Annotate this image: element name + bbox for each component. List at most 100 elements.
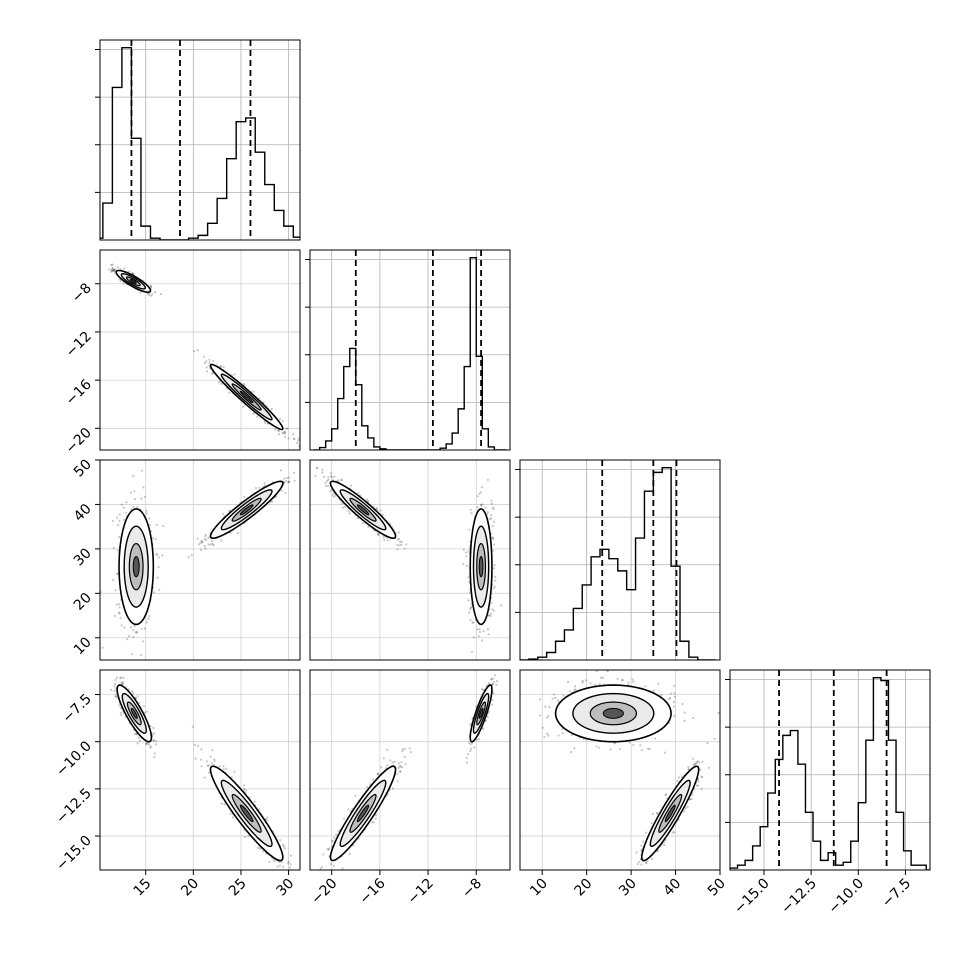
panel-frame xyxy=(99,39,301,241)
scatter-point xyxy=(110,269,113,272)
scatter-point xyxy=(140,469,143,472)
scatter-point xyxy=(201,541,204,544)
scatter-point xyxy=(143,627,146,630)
scatter-point xyxy=(293,438,296,441)
panel-frame xyxy=(519,459,721,661)
scatter-point xyxy=(187,556,190,559)
scatter-point xyxy=(196,537,199,540)
scatter-point xyxy=(397,537,400,541)
scatter-point xyxy=(472,621,475,624)
scatter-point xyxy=(243,495,246,498)
scatter-point xyxy=(116,549,119,552)
scatter-point xyxy=(207,771,210,774)
scatter-point xyxy=(343,505,347,509)
scatter-point xyxy=(211,749,214,752)
scatter-point xyxy=(211,540,214,543)
scatter-point xyxy=(137,736,141,739)
scatter-point xyxy=(200,765,203,768)
scatter-point xyxy=(252,412,255,415)
scatter-point xyxy=(122,676,125,679)
scatter-point xyxy=(356,517,359,520)
scatter-point xyxy=(153,739,156,742)
scatter-point xyxy=(148,615,151,618)
scatter-point xyxy=(288,476,291,479)
scatter-point xyxy=(153,732,156,735)
scatter-point xyxy=(120,682,123,685)
scatter-point xyxy=(222,366,225,369)
scatter-point xyxy=(149,524,152,527)
scatter-point xyxy=(468,611,471,614)
scatter-point xyxy=(284,435,287,438)
scatter-point xyxy=(493,585,496,588)
scatter-point xyxy=(101,646,104,649)
scatter-point xyxy=(135,631,138,634)
scatter-point xyxy=(278,860,281,864)
scatter-point xyxy=(199,541,202,544)
scatter-point xyxy=(329,475,333,478)
scatter-panel-1-0 xyxy=(95,249,301,451)
scatter-point xyxy=(158,589,161,592)
scatter-point xyxy=(241,405,245,408)
scatter-point xyxy=(270,407,273,411)
scatter-point xyxy=(115,603,118,606)
scatter-point xyxy=(162,525,165,528)
scatter-point xyxy=(283,430,286,433)
scatter-point xyxy=(145,743,148,746)
scatter-point xyxy=(277,429,280,432)
scatter-point xyxy=(282,843,285,847)
scatter-point xyxy=(283,477,286,480)
scatter-point xyxy=(148,293,151,297)
scatter-point xyxy=(281,432,284,435)
density-contour xyxy=(130,707,138,719)
scatter-point xyxy=(329,490,332,493)
scatter-point xyxy=(200,748,203,751)
scatter-point xyxy=(314,474,317,477)
scatter-point xyxy=(231,816,234,819)
scatter-point xyxy=(283,847,286,850)
scatter-point xyxy=(204,533,207,536)
scatter-point xyxy=(331,494,334,497)
scatter-point xyxy=(243,784,246,787)
scatter-point xyxy=(282,845,285,848)
scatter-point xyxy=(132,629,135,632)
scatter-point xyxy=(280,860,283,864)
scatter-point xyxy=(220,802,223,805)
scatter-point xyxy=(288,480,291,484)
scatter-point xyxy=(340,502,343,505)
scatter-point xyxy=(476,506,479,509)
scatter-point xyxy=(140,627,143,630)
scatter-point xyxy=(490,502,493,505)
scatter-point xyxy=(245,789,248,792)
scatter-point xyxy=(289,863,292,866)
scatter-point xyxy=(366,500,369,503)
scatter-point xyxy=(465,555,468,558)
scatter-point xyxy=(120,624,123,627)
density-contour xyxy=(132,556,140,578)
scatter-point xyxy=(211,372,214,375)
scatter-point xyxy=(396,543,399,547)
scatter-point xyxy=(190,554,193,557)
scatter-point xyxy=(113,682,117,686)
scatter-point xyxy=(124,511,127,514)
scatter-point xyxy=(229,531,232,535)
scatter-point xyxy=(469,618,472,622)
scatter-point xyxy=(289,854,292,857)
scatter-point xyxy=(493,543,496,546)
scatter-point xyxy=(113,269,116,272)
scatter-point xyxy=(213,760,216,763)
scatter-point xyxy=(476,628,479,631)
scatter-point xyxy=(136,505,139,509)
scatter-point xyxy=(287,437,290,440)
scatter-point xyxy=(133,490,136,493)
scatter-point xyxy=(492,587,495,590)
y-tick-label: −16 xyxy=(63,377,95,409)
scatter-point xyxy=(114,678,117,682)
scatter-point xyxy=(478,492,481,495)
scatter-point xyxy=(462,548,465,551)
scatter-point xyxy=(125,501,128,504)
scatter-point xyxy=(114,589,117,592)
scatter-point xyxy=(316,467,319,470)
scatter-point xyxy=(132,505,135,508)
scatter-point xyxy=(134,631,137,634)
scatter-point xyxy=(142,705,145,708)
